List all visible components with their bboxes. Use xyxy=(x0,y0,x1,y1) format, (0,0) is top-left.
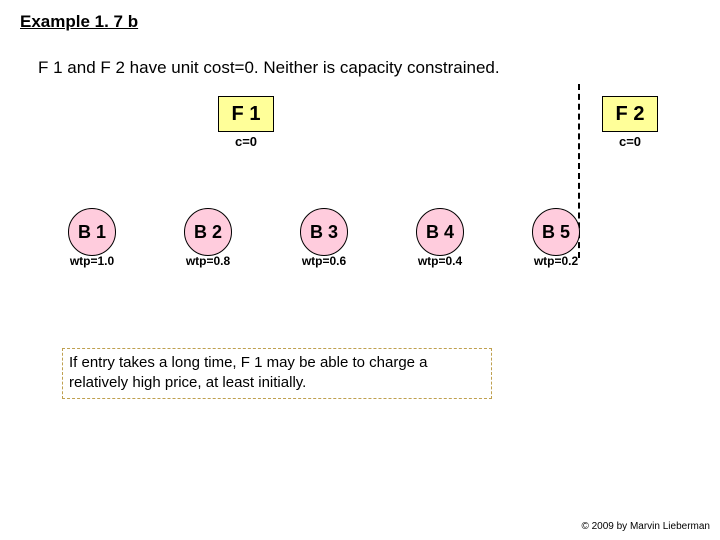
page-subtitle: F 1 and F 2 have unit cost=0. Neither is… xyxy=(38,58,500,78)
buyer-b4-circle: B 4 xyxy=(416,208,464,256)
buyer-b4-label: B 4 xyxy=(426,222,454,243)
buyer-b5-wtp: wtp=0.2 xyxy=(526,254,586,268)
buyer-b3-wtp: wtp=0.6 xyxy=(294,254,354,268)
buyer-b4-wtp: wtp=0.4 xyxy=(410,254,470,268)
firm-f2-cost: c=0 xyxy=(602,134,658,149)
firm-f1-label: F 1 xyxy=(232,103,261,126)
buyer-b2-circle: B 2 xyxy=(184,208,232,256)
buyer-b1-label: B 1 xyxy=(78,222,106,243)
buyer-b2-wtp: wtp=0.8 xyxy=(178,254,238,268)
buyer-b1-wtp: wtp=1.0 xyxy=(62,254,122,268)
firm-f2-box: F 2 xyxy=(602,96,658,132)
buyer-b1-circle: B 1 xyxy=(68,208,116,256)
buyer-b5-label: B 5 xyxy=(542,222,570,243)
entry-note: If entry takes a long time, F 1 may be a… xyxy=(62,348,492,399)
page-title: Example 1. 7 b xyxy=(20,12,138,32)
firm-f1-box: F 1 xyxy=(218,96,274,132)
buyer-b3-label: B 3 xyxy=(310,222,338,243)
buyer-b5-circle: B 5 xyxy=(532,208,580,256)
firm-f2-label: F 2 xyxy=(616,103,645,126)
buyer-b3-circle: B 3 xyxy=(300,208,348,256)
firm-f1-cost: c=0 xyxy=(218,134,274,149)
buyer-b2-label: B 2 xyxy=(194,222,222,243)
copyright-text: © 2009 by Marvin Lieberman xyxy=(581,521,710,532)
